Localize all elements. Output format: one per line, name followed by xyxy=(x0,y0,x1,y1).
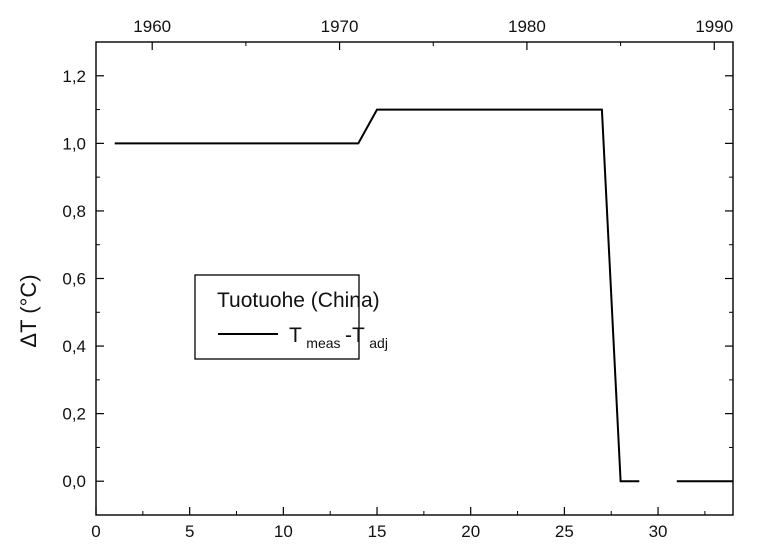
x-tick-label: 0 xyxy=(91,522,100,541)
x-tick-label: 30 xyxy=(649,522,668,541)
y-axis-label: ΔT (°C) xyxy=(16,274,41,347)
x-tick-label: 5 xyxy=(185,522,194,541)
y-tick-label: 1,0 xyxy=(62,134,86,153)
legend-box xyxy=(194,274,360,360)
x-tick-label: 25 xyxy=(555,522,574,541)
legend-entry-sub-meas: meas xyxy=(306,335,340,351)
legend: Tuotuohe (China) T meas -T adj xyxy=(194,274,388,360)
series-line-segment xyxy=(114,108,640,483)
legend-entry-sub-adj: adj xyxy=(369,335,388,351)
legend-entry-main: T xyxy=(289,324,302,347)
y-tick-label: 0,8 xyxy=(62,202,86,221)
y-tick-label: 0,0 xyxy=(62,472,86,491)
y-tick-label: 1,2 xyxy=(62,67,86,86)
top-tick-label: 1970 xyxy=(321,17,359,36)
y-tick-label: 0,6 xyxy=(62,270,86,289)
y-tick-label: 0,4 xyxy=(62,337,86,356)
x-tick-label: 10 xyxy=(274,522,293,541)
plot-frame xyxy=(95,41,734,516)
top-tick-label: 1980 xyxy=(508,17,546,36)
legend-title: Tuotuohe (China) xyxy=(217,289,380,312)
axes-layer: 0 5 10 15 20 25 30 1960 1970 1980 1990 0,0 0,2 0,4 0,6… xyxy=(62,17,734,541)
top-tick-label: 1990 xyxy=(695,17,733,36)
x-tick-label: 15 xyxy=(368,522,387,541)
series-layer xyxy=(114,108,733,483)
legend-entry: T meas -T adj xyxy=(289,324,388,352)
top-tick-label: 1960 xyxy=(133,17,171,36)
legend-entry-dash: -T xyxy=(345,324,365,347)
x-tick-label: 20 xyxy=(461,522,480,541)
y-tick-label: 0,2 xyxy=(62,405,86,424)
